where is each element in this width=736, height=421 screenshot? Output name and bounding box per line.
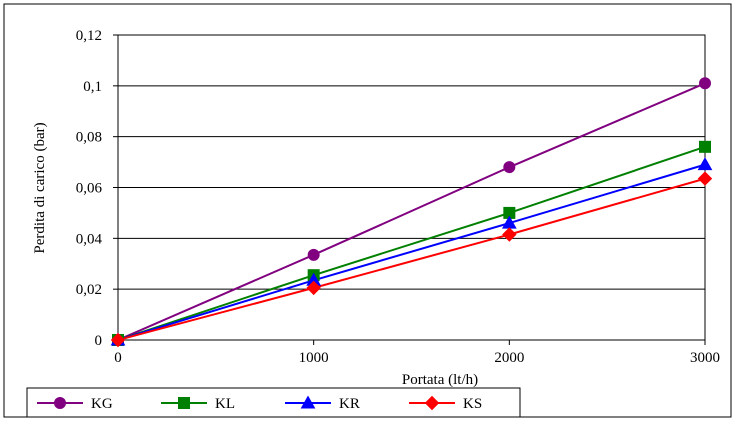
legend-label-ks: KS (463, 396, 482, 412)
series-line-kl (117, 145, 706, 341)
legend-label-kr: KR (339, 396, 360, 412)
legend-marker-kl (178, 397, 190, 409)
y-tick-label: 0,12 (76, 28, 102, 44)
series-lines (117, 82, 706, 341)
x-axis-ticks: 0 1000 2000 3000 (114, 340, 720, 366)
series-markers (110, 77, 713, 348)
series-line-ks (117, 177, 706, 341)
y-tick-label: 0,04 (76, 231, 103, 247)
legend-marker-kg (54, 397, 66, 409)
point-kg-2 (503, 161, 516, 174)
point-kl-3 (699, 140, 711, 153)
legend-marker-ks (424, 395, 440, 411)
legend-marker-kr (300, 395, 316, 409)
y-axis-label: Perdita di carico (bar) (32, 122, 48, 253)
y-tick-label: 0 (95, 333, 103, 349)
legend-label-kl: KL (215, 396, 235, 412)
x-axis-label: Portata (lt/h) (402, 372, 478, 388)
x-tick-label: 1000 (299, 350, 329, 366)
chart-frame (3, 3, 732, 418)
legend: KG KL KR KS (37, 395, 482, 412)
x-tick-label: 3000 (690, 350, 720, 366)
y-tick-label: 0,08 (76, 130, 102, 146)
point-ks-1 (306, 280, 321, 296)
legend-label-kg: KG (91, 396, 113, 412)
point-ks-2 (502, 227, 517, 242)
point-kg-1 (307, 248, 320, 261)
series-line-kr (117, 163, 706, 341)
y-axis-ticks: 0 0,02 0,04 0,06 0,08 0,1 0,12 (76, 28, 118, 349)
point-ks-0 (110, 332, 126, 348)
point-ks-3 (697, 171, 713, 186)
series-line-kg (117, 82, 706, 341)
y-tick-label: 0,1 (83, 79, 102, 95)
x-tick-label: 0 (114, 350, 122, 366)
x-tick-label: 2000 (494, 350, 524, 366)
y-tick-label: 0,02 (76, 282, 102, 298)
point-kg-3 (699, 77, 711, 90)
point-kr-3 (697, 157, 713, 171)
y-tick-label: 0,06 (76, 181, 103, 197)
